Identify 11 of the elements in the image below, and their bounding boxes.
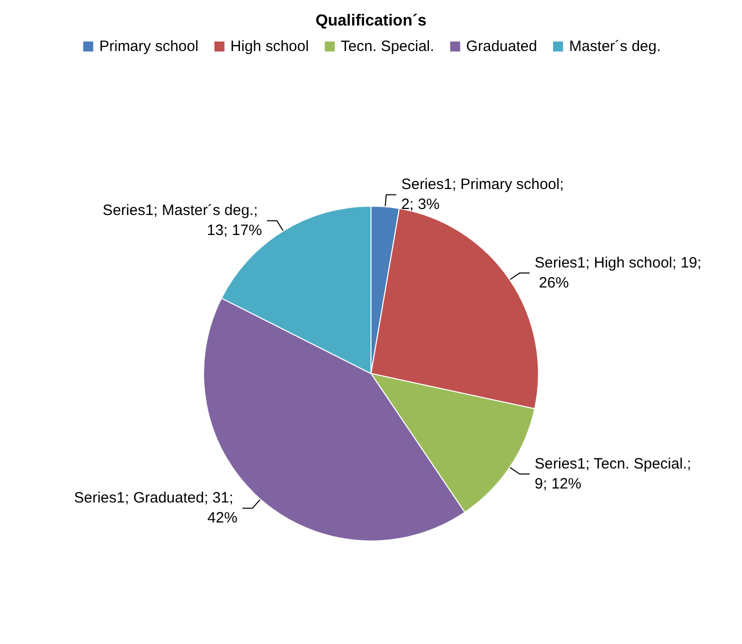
data-label: Series1; Master´s deg.; 13; 17% <box>102 202 262 240</box>
data-label: Series1; Primary school; 2; 3% <box>401 176 568 214</box>
data-label: Series1; Graduated; 31; 42% <box>74 490 238 527</box>
data-label: Series1; Tecn. Special.; 9; 12% <box>534 456 696 492</box>
legend-label: Tecn. Special. <box>340 38 434 55</box>
legend-label: Primary school <box>99 38 198 55</box>
data-label: Series1; High school; 19; 26% <box>534 254 702 292</box>
legend-label: Graduated <box>466 38 538 55</box>
chart-title: Qualification´s <box>315 12 427 30</box>
legend-label: High school <box>230 38 309 55</box>
legend-label: Master´s deg. <box>569 38 661 55</box>
